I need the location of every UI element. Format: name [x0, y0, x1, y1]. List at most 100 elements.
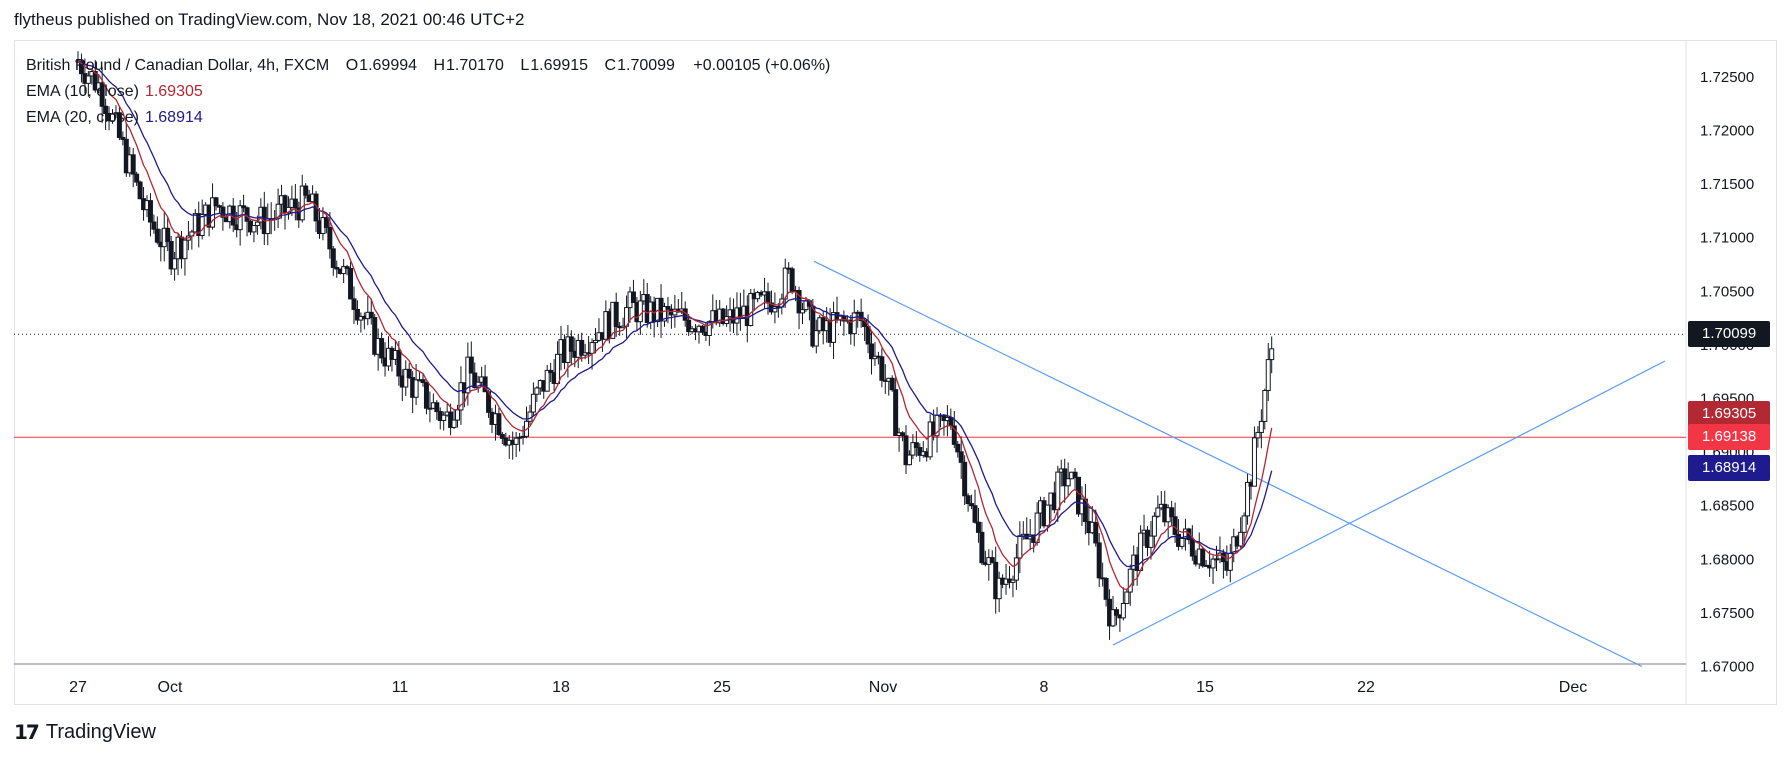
candle-body	[1251, 437, 1257, 487]
y-tick-label: 1.68000	[1700, 551, 1754, 568]
ema10-row[interactable]: EMA (10, close) 1.69305	[26, 79, 830, 105]
footer-brand[interactable]: 𝟭𝟳 TradingView	[14, 720, 156, 745]
symbol-title[interactable]: British Pound / Canadian Dollar, 4h, FXC…	[26, 57, 330, 74]
candle-body	[1010, 579, 1016, 583]
candle-body	[913, 442, 919, 449]
candle-body	[748, 292, 754, 327]
candle-body	[151, 221, 157, 230]
candle-body	[593, 339, 598, 344]
candle-body	[85, 75, 91, 84]
candle-body	[168, 241, 174, 270]
candle-body	[548, 369, 554, 374]
candle-body	[92, 70, 98, 91]
ema20-value: 1.68914	[144, 109, 203, 126]
candle-body	[1172, 516, 1178, 535]
candle-body	[1013, 557, 1019, 581]
candle-body	[1062, 468, 1068, 487]
candle-body	[1096, 542, 1102, 579]
candle-body	[368, 311, 374, 319]
candle-body	[172, 258, 178, 270]
y-tick-label: 1.70500	[1700, 283, 1754, 300]
open-key: O	[345, 57, 359, 74]
candle-body	[865, 326, 871, 345]
candle-body	[962, 461, 968, 497]
candle-body	[455, 409, 460, 421]
candle-body	[1186, 528, 1192, 541]
candle-body	[1255, 431, 1261, 439]
candle-body	[879, 356, 885, 381]
candle-body	[1055, 471, 1061, 511]
low-value: 1.69915	[530, 57, 589, 74]
ema10-label: EMA (10, close)	[26, 83, 139, 100]
chart-frame[interactable]	[14, 40, 1777, 705]
x-tick-label: 25	[713, 679, 731, 696]
ema20-row[interactable]: EMA (20, close) 1.68914	[26, 105, 830, 131]
candle-body	[116, 112, 122, 138]
candle-body	[1241, 515, 1247, 533]
candle-body	[520, 435, 526, 438]
candle-body	[199, 214, 205, 236]
candle-body	[351, 298, 357, 310]
ascending-trendline	[1112, 360, 1666, 646]
candle-body	[99, 82, 105, 107]
candle-body	[213, 197, 219, 207]
candle-body	[1189, 539, 1195, 557]
candle-body	[765, 291, 771, 304]
candle-body	[900, 432, 906, 437]
x-tick-label: Nov	[869, 679, 897, 696]
x-tick-label: Dec	[1559, 679, 1587, 696]
candle-body	[948, 417, 954, 427]
candle-body	[341, 266, 347, 275]
candle-body	[1151, 515, 1157, 537]
candle-body	[965, 495, 971, 505]
candle-body	[869, 343, 874, 360]
candle-body	[379, 338, 385, 359]
candle-body	[344, 266, 350, 269]
candle-body	[1044, 504, 1050, 527]
x-tick-label: 18	[552, 679, 570, 696]
ema10-value: 1.69305	[144, 83, 203, 100]
high-value: 1.70170	[446, 57, 504, 74]
candle-body	[496, 413, 502, 436]
candle-body	[275, 203, 281, 220]
candle-body	[699, 325, 705, 333]
candle-body	[637, 300, 643, 323]
ema10-line	[77, 60, 1273, 591]
descending-trendline	[813, 260, 1643, 668]
candle-body	[662, 305, 667, 322]
candle-body	[396, 350, 402, 377]
brand-name: TradingView	[45, 721, 156, 743]
candle-body	[906, 454, 912, 466]
candle-body	[482, 376, 488, 393]
candle-body	[251, 225, 257, 233]
candle-body	[1200, 548, 1206, 567]
ema20-label: EMA (20, close)	[26, 109, 139, 126]
candle-body	[1120, 602, 1126, 619]
x-tick-label: 15	[1196, 679, 1214, 696]
x-tick-label: 27	[69, 679, 87, 696]
candle-body	[1103, 578, 1109, 600]
candle-body	[299, 185, 305, 221]
candle-body	[1245, 481, 1251, 517]
candle-body	[372, 317, 378, 355]
change-value: +0.00105 (+0.06%)	[693, 57, 831, 74]
candle-body	[544, 369, 550, 392]
candle-body	[210, 197, 216, 228]
ema20-price-tag: 1.68914	[1688, 454, 1770, 481]
candle-body	[789, 268, 795, 292]
close-value: 1.70099	[617, 57, 675, 74]
candle-body	[630, 291, 636, 303]
candle-body	[78, 60, 84, 75]
candle-body	[103, 105, 109, 114]
candle-body	[831, 312, 837, 343]
candle-body	[1238, 531, 1244, 547]
candle-body	[1076, 476, 1081, 515]
candle-body	[1127, 568, 1133, 593]
candle-body	[323, 217, 329, 228]
candle-body	[472, 372, 478, 389]
candle-body	[451, 419, 457, 428]
candle-body	[120, 136, 126, 140]
candle-body	[499, 434, 505, 439]
candle-body	[216, 205, 222, 208]
